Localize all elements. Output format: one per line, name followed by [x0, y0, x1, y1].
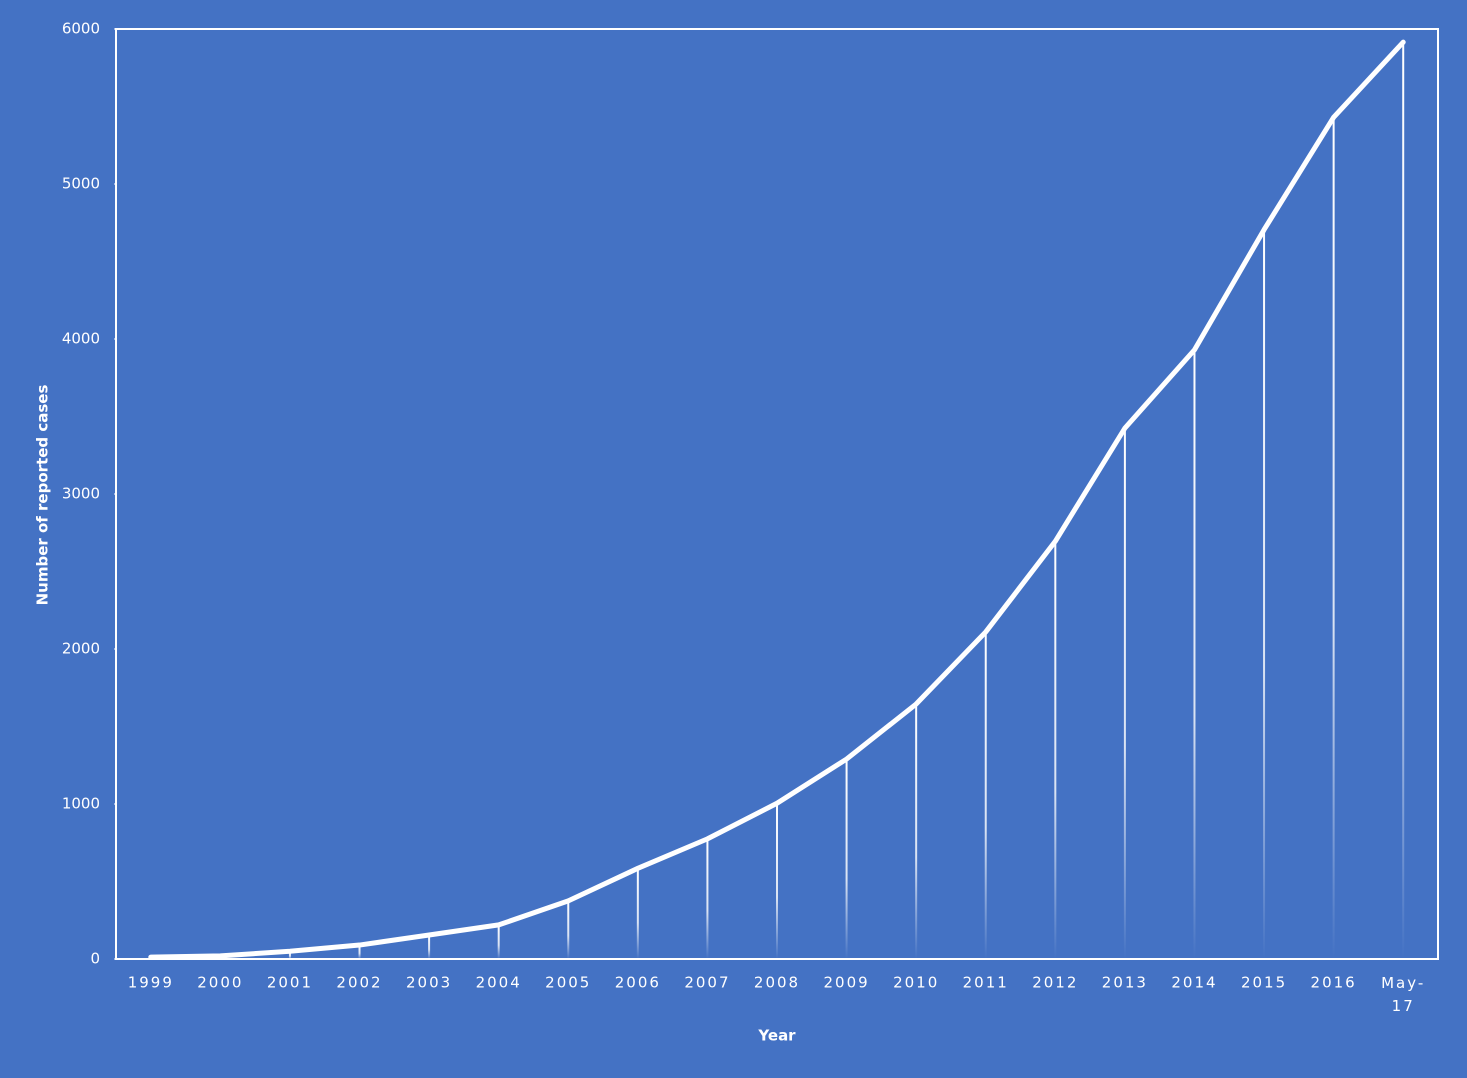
drop-line [1263, 229, 1266, 960]
drop-line [1123, 428, 1126, 959]
y-tick-label: 6000 [62, 20, 100, 38]
x-tick-label: 1999 [128, 974, 174, 992]
drop-line [915, 704, 918, 959]
drop-line [706, 838, 709, 959]
x-tick-label: 2014 [1171, 974, 1217, 992]
x-tick-label: 2009 [823, 974, 869, 992]
y-tick-label: 5000 [62, 175, 100, 193]
drop-line [358, 945, 361, 959]
x-tick-label: 2010 [893, 974, 939, 992]
x-tick-label: 2000 [197, 974, 243, 992]
y-tick-label: 2000 [62, 640, 100, 658]
drop-line [845, 759, 848, 959]
data-line [148, 39, 1406, 960]
drop-line [497, 924, 500, 959]
drop-line [1054, 541, 1057, 959]
x-tick-label: 2004 [476, 974, 522, 992]
drop-line [1332, 117, 1335, 960]
x-axis-title: Year [757, 1027, 796, 1045]
drop-line [567, 900, 570, 959]
x-tick-label: May-17 [1381, 974, 1425, 1015]
x-tick-label: 2015 [1241, 974, 1287, 992]
x-tick-label: 2006 [615, 974, 661, 992]
y-tick-label: 1000 [62, 795, 100, 813]
drop-line [288, 951, 291, 959]
x-tick-label: 2001 [267, 974, 313, 992]
drop-line [776, 803, 778, 959]
y-axis-title: Number of reported cases [34, 385, 52, 606]
x-tick-label: 2002 [336, 974, 382, 992]
drop-line [428, 934, 431, 959]
drop-line [984, 631, 987, 959]
y-tick-label: 4000 [62, 330, 100, 348]
drop-line [1193, 349, 1196, 960]
x-tick-label: 2012 [1032, 974, 1078, 992]
x-tick-label: 2011 [963, 974, 1009, 992]
x-tick-label: 2005 [545, 974, 591, 992]
x-tick-label: 2008 [754, 974, 800, 992]
x-tick-label: 2003 [406, 974, 452, 992]
x-tick-label: 2007 [684, 974, 730, 992]
x-tick-label: 2013 [1102, 974, 1148, 992]
x-tick-label: 2016 [1311, 974, 1357, 992]
y-tick-label: 3000 [62, 485, 100, 503]
drop-line [1402, 42, 1405, 960]
drop-line [636, 868, 639, 959]
y-tick-label: 0 [90, 950, 100, 968]
